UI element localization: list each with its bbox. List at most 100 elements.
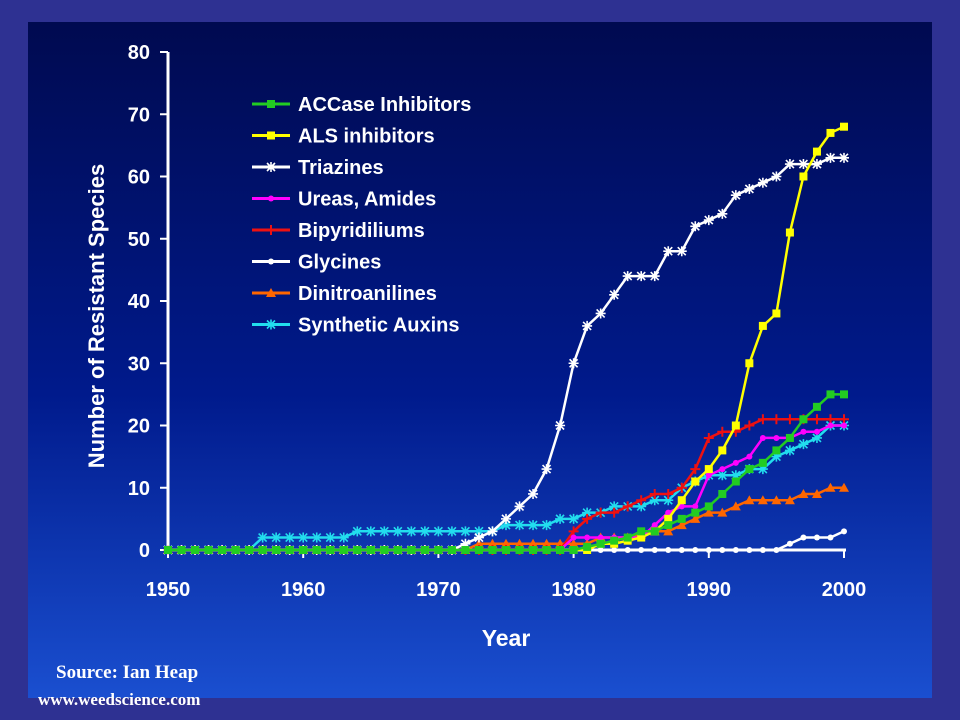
point-synthetic-auxins [338,532,349,543]
point-accase-inhibitors [623,533,632,542]
legend-label-als-inhibitors: ALS inhibitors [298,126,435,148]
point-glycines [638,547,645,553]
point-accase-inhibitors [191,546,200,554]
point-accase-inhibitors [312,546,321,554]
point-synthetic-auxins [514,520,525,531]
point-accase-inhibitors [799,415,808,424]
slide: 0 10 20 30 40 50 60 70 80 1950 1960 1970 1980 1990 200… [28,22,932,709]
point-dinitroanilines [663,526,674,536]
point-als-inhibitors [677,496,686,505]
point-ureas-amides [705,472,712,479]
point-bipyridiliums [690,464,701,475]
point-ureas-amides [597,534,604,541]
legend-marker-ureas-amides [268,195,274,202]
legend-marker-accase-inhibitors [267,100,275,108]
point-bipyridiliums [744,420,755,431]
point-synthetic-auxins [257,532,268,543]
point-accase-inhibitors [353,546,362,554]
point-accase-inhibitors [488,546,497,554]
point-glycines [611,547,618,553]
point-triazines [771,171,782,182]
point-dinitroanilines [676,520,687,530]
point-ureas-amides [651,522,658,529]
point-synthetic-auxins [271,532,282,543]
legend-label-bipyridiliums: Bipyridiliums [298,220,425,242]
point-accase-inhibitors [515,546,524,554]
point-accase-inhibitors [339,546,348,554]
y-tick-label: 0 [139,540,150,562]
point-synthetic-auxins [298,532,309,543]
point-als-inhibitors [691,477,700,486]
point-dinitroanilines [473,538,484,548]
point-ureas-amides [584,534,591,541]
source-url: www.weedscience.com [38,690,201,709]
point-dinitroanilines [541,538,552,548]
point-bipyridiliums [811,414,822,425]
point-triazines [568,358,579,369]
point-accase-inhibitors [650,527,659,536]
point-glycines [597,547,604,553]
point-accase-inhibitors [826,390,835,399]
point-accase-inhibitors [542,546,551,554]
chart: 0 10 20 30 40 50 60 70 80 1950 1960 1970 1980 1990 200… [84,42,866,651]
point-bipyridiliums [636,495,647,506]
y-tick-label: 50 [128,229,150,251]
point-triazines [555,420,566,431]
point-glycines [678,547,685,553]
point-synthetic-auxins [784,445,795,456]
point-triazines [730,190,741,201]
point-ureas-amides [759,434,766,441]
point-accase-inhibitors [556,546,565,554]
legend-marker-als-inhibitors [267,131,275,140]
point-dinitroanilines [839,482,849,492]
point-synthetic-auxins [406,526,417,537]
point-accase-inhibitors [745,465,754,474]
point-bipyridiliums [663,488,674,499]
point-synthetic-auxins [568,513,579,524]
point-ureas-amides [719,466,726,473]
point-bipyridiliums [676,482,687,493]
point-accase-inhibitors [772,446,781,455]
y-tick-label: 40 [128,291,150,313]
point-glycines [759,547,766,553]
point-synthetic-auxins [528,520,539,531]
y-tick-label: 70 [128,104,150,126]
point-bipyridiliums [717,426,728,437]
point-accase-inhibitors [434,546,443,554]
point-dinitroanilines [730,501,741,511]
point-dinitroanilines [825,482,836,492]
point-triazines [622,271,633,282]
point-accase-inhibitors [637,527,646,536]
point-glycines [732,547,739,553]
y-tick-label: 20 [128,416,150,438]
point-dinitroanilines [744,495,755,505]
point-accase-inhibitors [691,508,700,517]
point-dinitroanilines [784,495,795,505]
point-glycines [841,528,847,535]
y-tick-label: 30 [128,353,150,375]
series-line-bipyridiliums [168,418,844,552]
point-ureas-amides [773,434,780,441]
point-accase-inhibitors [785,433,794,442]
point-bipyridiliums [582,513,593,524]
point-triazines [595,308,606,319]
point-accase-inhibitors [569,546,578,554]
point-triazines [541,464,552,475]
point-glycines [719,547,726,553]
point-accase-inhibitors [704,502,713,511]
legend-label-glycines: Glycines [298,252,381,274]
point-synthetic-auxins [379,526,390,537]
point-bipyridiliums [771,414,782,425]
point-dinitroanilines [501,538,511,548]
legend-label-ureas-amides: Ureas, Amides [298,189,436,211]
y-tick-label: 60 [128,167,150,189]
x-tick-label: 1980 [551,579,596,601]
point-ureas-amides [813,428,820,435]
point-triazines [825,152,836,163]
legend-label-dinitroanilines: Dinitroanilines [298,283,437,305]
point-accase-inhibitors [731,477,740,486]
point-als-inhibitors [637,533,646,542]
point-accase-inhibitors [758,458,767,467]
point-synthetic-auxins [365,526,376,537]
point-als-inhibitors [799,172,808,181]
